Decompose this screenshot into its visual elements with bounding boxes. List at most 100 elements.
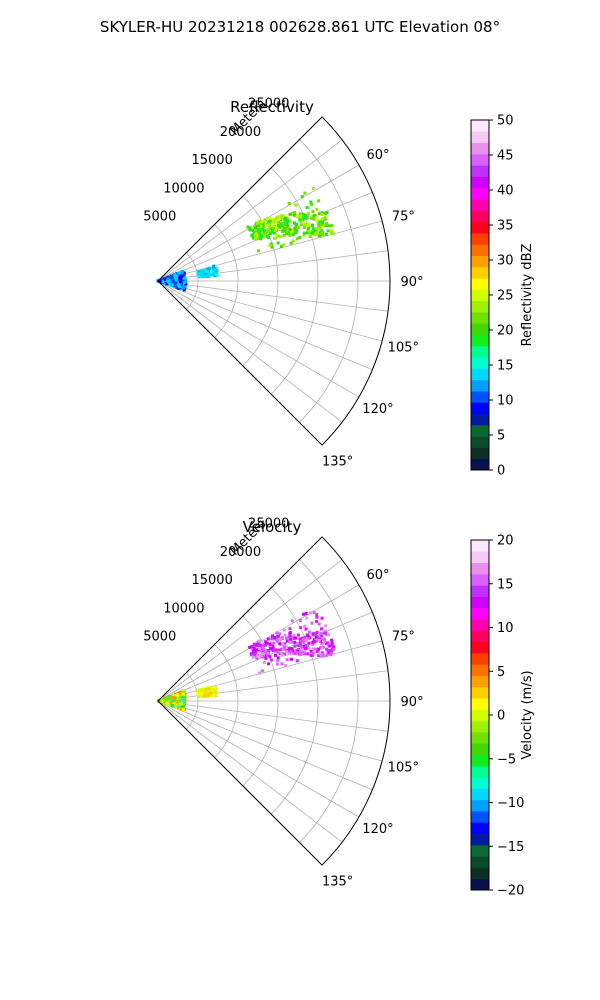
echo-gate [332, 645, 336, 649]
echo-gate [265, 234, 269, 238]
echo-gate [314, 647, 318, 651]
echo-gate [263, 218, 267, 222]
echo-gate [309, 231, 313, 235]
echo-gate [298, 653, 302, 657]
echo-gate [302, 225, 306, 229]
colorbar-tick-label: −10 [497, 796, 524, 811]
panels: Reflectivity60°75°90°105°120°135°5000100… [143, 97, 535, 899]
echo-gate [269, 646, 273, 650]
echo-gate [282, 645, 286, 649]
echo-gate [313, 217, 317, 221]
colorbar-swatch [471, 799, 489, 812]
echo-gate [180, 270, 184, 274]
echo-gate [211, 272, 215, 276]
echo-gate [273, 224, 277, 228]
echo-gate [266, 637, 270, 641]
colorbar-swatch [471, 788, 489, 801]
echo-gate [280, 224, 284, 228]
colorbar-tick-label: 5 [497, 429, 505, 444]
echo-gate [206, 694, 210, 698]
azimuth-tick-label: 120° [362, 402, 393, 417]
colorbar-swatch [471, 810, 489, 823]
echo-gate [248, 228, 252, 232]
range-tick-label: 25000 [248, 97, 289, 112]
echo-gate [177, 271, 181, 275]
echo-gate [296, 643, 300, 647]
echo-region-1 [156, 689, 187, 712]
echo-gate [283, 652, 287, 656]
echo-gate [160, 280, 164, 284]
echo-gate [215, 269, 219, 273]
echo-gate [205, 689, 209, 693]
echo-gate [197, 694, 201, 698]
colorbar-swatch [471, 720, 489, 733]
echo-gate [329, 649, 333, 653]
echo-gate [201, 275, 205, 279]
azimuth-tick-label: 60° [366, 148, 389, 163]
echo-gate [289, 657, 293, 661]
colorbar-swatch [471, 210, 489, 223]
echo-gate [268, 642, 272, 646]
echo-gate [284, 645, 288, 649]
echo-gate [315, 615, 319, 619]
echo-gate [288, 233, 292, 237]
echo-gate [274, 233, 278, 237]
echo-gate [278, 632, 282, 636]
colorbar-swatch [471, 390, 489, 403]
echo-gate [183, 279, 187, 283]
echo-gate [260, 669, 264, 673]
range-tick-label: 10000 [163, 601, 204, 616]
echo-gate [177, 697, 181, 701]
echo-gate [268, 221, 272, 225]
echo-gate [306, 221, 310, 225]
echo-gate [260, 220, 264, 224]
azimuth-spoke [157, 559, 343, 702]
echo-gate [196, 691, 200, 695]
echo-region-2 [196, 264, 219, 279]
colorbar-swatch [471, 357, 489, 369]
echo-gate [275, 635, 279, 639]
echo-gate [325, 647, 329, 651]
colorbar: −20 −15 −10 −5 0 5 10 15 20 Velocity (m/s) [470, 534, 535, 899]
echo-gate [320, 641, 324, 645]
echo-gate [181, 286, 185, 290]
colorbar-swatch [471, 165, 489, 177]
azimuth-spoke [157, 280, 389, 312]
echo-gate [256, 221, 260, 225]
echo-gate [294, 203, 298, 207]
colorbar-tick-label: 25 [497, 289, 514, 304]
echo-gate [204, 275, 208, 279]
echo-gate [302, 638, 306, 642]
echo-gate [272, 218, 276, 222]
echo-gate [202, 269, 206, 273]
echo-gate [295, 214, 299, 218]
echo-gate [308, 233, 312, 237]
azimuth-spoke [157, 280, 360, 398]
colorbar-swatch [471, 686, 489, 699]
echo-gate [277, 220, 281, 224]
echo-gate [202, 695, 206, 699]
echo-gate [279, 245, 283, 249]
echo-gate [318, 652, 322, 656]
echo-gate [314, 635, 318, 639]
echo-gate [298, 235, 302, 239]
colorbar-tick-label: 30 [497, 254, 514, 269]
echo-gate [212, 685, 216, 689]
echo-gate [305, 206, 309, 210]
echo-gate [253, 233, 257, 237]
echo-gate [183, 694, 187, 698]
echo-gate [321, 653, 325, 657]
echo-gate [298, 650, 302, 654]
echo-gate [306, 634, 310, 638]
echo-gate [315, 226, 319, 230]
colorbar-swatch [471, 856, 489, 868]
echo-gate [181, 692, 185, 696]
echo-gate [293, 210, 297, 214]
colorbar-swatch [471, 573, 489, 586]
echo-gate [273, 228, 277, 232]
colorbar-swatch [471, 402, 489, 415]
echo-gate [258, 645, 262, 649]
colorbar-tick-label: 15 [497, 359, 514, 374]
echo-gate [253, 652, 257, 656]
colorbar-swatch [471, 641, 489, 654]
